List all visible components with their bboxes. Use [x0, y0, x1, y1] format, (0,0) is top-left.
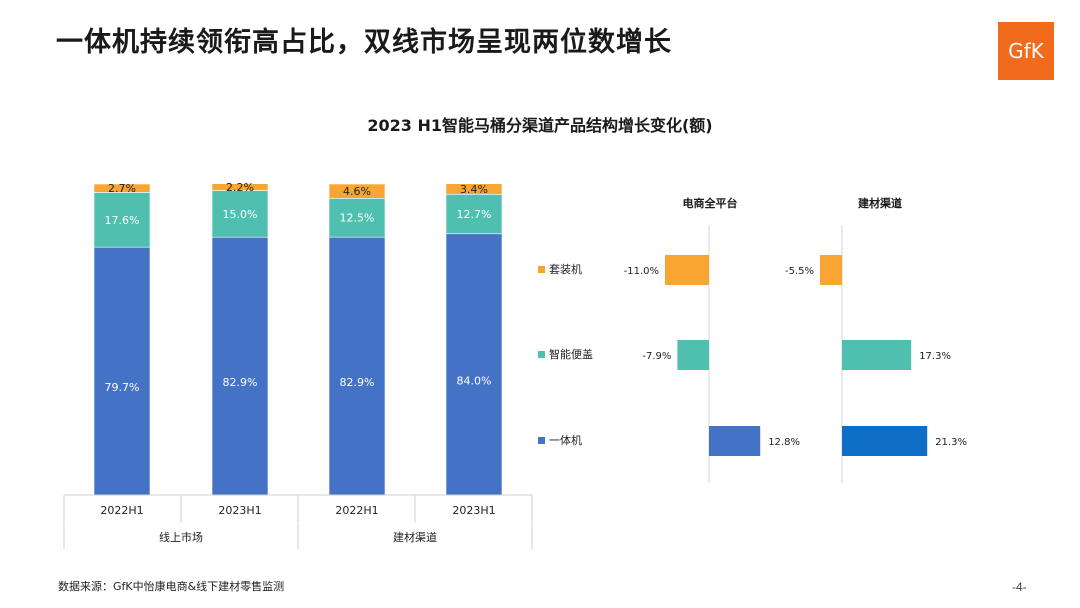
growth-bar-1-1: [665, 255, 709, 285]
chart-title: 2023 H1智能马桶分渠道产品结构增长变化(额): [367, 116, 713, 135]
growth-label: -7.9%: [642, 351, 671, 362]
growth-label: -5.5%: [785, 266, 814, 277]
data-label: 84.0%: [457, 374, 492, 387]
data-label: 82.9%: [223, 376, 258, 389]
growth-bar-2-3: [842, 426, 928, 456]
data-label: 82.9%: [340, 376, 375, 389]
bar-segment-1-1: [93, 246, 151, 496]
data-label: 2.7%: [108, 182, 136, 195]
bar-segment-3-2: [211, 183, 269, 191]
growth-bar-2-2: [842, 340, 912, 370]
panel-title: 建材渠道: [858, 196, 902, 210]
page-number: -4-: [1012, 580, 1027, 594]
data-label: 12.5%: [340, 212, 375, 225]
group-label: 线上市场: [159, 530, 203, 544]
legend-label: 套装机: [549, 262, 582, 276]
growth-label: 21.3%: [935, 437, 967, 448]
growth-bar-1-3: [709, 426, 761, 456]
panel-title: 电商全平台: [683, 196, 738, 210]
growth-label: 12.8%: [768, 437, 800, 448]
bar-segment-1-3: [328, 236, 386, 496]
slide-title: 一体机持续领衔高占比，双线市场呈现两位数增长: [56, 27, 672, 58]
growth-bar-2-1: [820, 255, 842, 285]
data-label: 2.2%: [226, 181, 254, 194]
stacked-bar-chart: 79.7% 17.6% 2.7% 82.9% 15.0% 2.2% 82.9% 12.5% 4.…: [63, 181, 533, 549]
bar-segment-3-1: [93, 183, 151, 193]
growth-label: -11.0%: [624, 266, 659, 277]
data-source-note: 数据来源：GfK中怡康电商&线下建材零售监测: [58, 580, 285, 593]
growth-label: 17.3%: [919, 351, 951, 362]
bar-segment-1-2: [211, 236, 269, 496]
tick-label: 2023H1: [452, 504, 495, 517]
legend-swatch: [538, 437, 545, 444]
bar-segment-2-2: [211, 190, 269, 238]
data-label: 79.7%: [105, 381, 140, 394]
data-label: 15.0%: [223, 208, 258, 221]
bar-segment-2-1: [93, 192, 151, 248]
gfk-logo: GfK: [998, 22, 1054, 80]
legend-label: 一体机: [549, 433, 582, 447]
bar-segment-1-4: [445, 233, 503, 496]
tick-label: 2023H1: [218, 504, 261, 517]
legend-swatch: [538, 266, 545, 273]
bar-segment-3-3: [328, 183, 386, 199]
legend-swatch: [538, 351, 545, 358]
data-label: 3.4%: [460, 183, 488, 196]
data-label: 17.6%: [105, 214, 140, 227]
group-label: 建材渠道: [393, 530, 437, 544]
data-label: 4.6%: [343, 185, 371, 198]
bar-segment-3-4: [445, 183, 503, 195]
bar-segment-2-3: [328, 198, 386, 238]
data-label: 12.7%: [457, 208, 492, 221]
tick-label: 2022H1: [100, 504, 143, 517]
legend-label: 智能便盖: [549, 347, 593, 361]
tick-label: 2022H1: [335, 504, 378, 517]
bar-segment-2-4: [445, 193, 503, 235]
growth-bar-1-2: [677, 340, 709, 370]
